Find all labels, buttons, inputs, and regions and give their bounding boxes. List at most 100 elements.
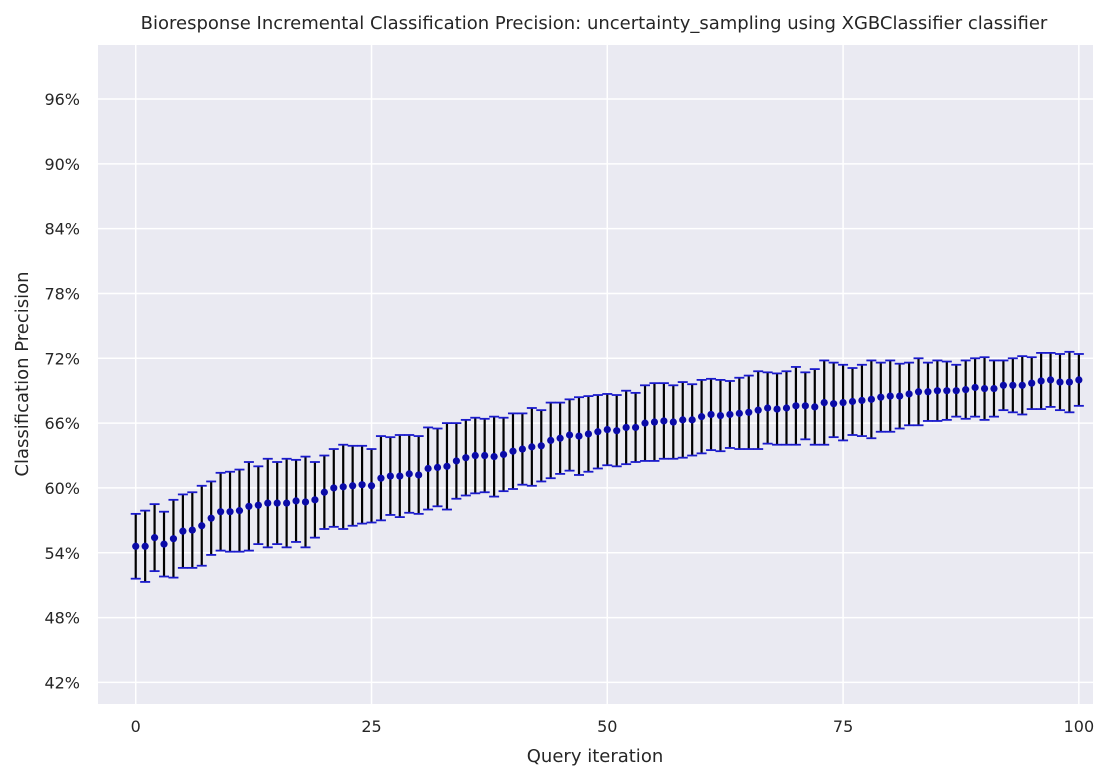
data-point bbox=[1075, 376, 1083, 384]
y-tick-label: 54% bbox=[44, 544, 80, 563]
data-point bbox=[679, 416, 687, 424]
data-point bbox=[707, 410, 715, 419]
data-point bbox=[811, 403, 819, 411]
data-point bbox=[735, 409, 743, 417]
data-point bbox=[848, 397, 857, 406]
y-tick-label: 90% bbox=[44, 155, 80, 174]
data-point bbox=[452, 457, 460, 465]
data-point bbox=[462, 454, 470, 462]
data-point bbox=[782, 404, 791, 412]
tick-labels: 0 25 50 75 100 42% 48% 54% 60% 66% 72% 78% 84% 90% 96% bbox=[44, 90, 1094, 736]
x-tick-label: 0 bbox=[131, 717, 141, 736]
data-point bbox=[349, 482, 357, 490]
data-point bbox=[575, 432, 583, 440]
data-point bbox=[773, 405, 781, 413]
y-tick-label: 72% bbox=[44, 349, 80, 368]
data-point bbox=[283, 499, 291, 507]
data-point bbox=[905, 390, 913, 398]
data-point bbox=[990, 384, 998, 393]
data-point bbox=[980, 384, 989, 393]
data-point bbox=[1009, 381, 1017, 389]
data-point bbox=[330, 484, 338, 492]
data-point bbox=[801, 402, 809, 410]
data-point bbox=[688, 416, 696, 424]
data-point bbox=[254, 501, 262, 509]
data-point bbox=[745, 408, 753, 416]
data-point bbox=[764, 404, 772, 412]
data-point bbox=[264, 499, 272, 507]
data-point bbox=[179, 527, 187, 535]
y-tick-label: 42% bbox=[44, 673, 80, 692]
data-point bbox=[1065, 378, 1074, 386]
data-point bbox=[339, 483, 347, 491]
data-point bbox=[415, 471, 423, 479]
y-axis-label: Classification Precision bbox=[12, 271, 33, 476]
data-point bbox=[1028, 379, 1036, 387]
data-point bbox=[367, 482, 376, 490]
data-point bbox=[490, 453, 498, 461]
data-point bbox=[830, 400, 838, 408]
data-point bbox=[556, 434, 564, 442]
x-tick-label: 100 bbox=[1064, 717, 1095, 736]
data-point bbox=[424, 464, 432, 473]
data-point bbox=[631, 423, 640, 432]
data-point bbox=[622, 423, 630, 432]
data-point bbox=[716, 411, 725, 420]
data-point bbox=[150, 534, 159, 542]
y-tick-label: 78% bbox=[44, 284, 80, 303]
data-point bbox=[943, 387, 951, 395]
data-point bbox=[669, 418, 677, 426]
data-point bbox=[924, 388, 932, 396]
plot-area bbox=[98, 45, 1093, 704]
data-point bbox=[971, 383, 979, 392]
data-point bbox=[141, 542, 149, 550]
data-point bbox=[839, 398, 847, 407]
data-point bbox=[217, 508, 225, 516]
data-point bbox=[301, 498, 310, 506]
data-point bbox=[650, 418, 659, 426]
y-tick-label: 96% bbox=[44, 90, 80, 109]
data-point bbox=[292, 497, 300, 505]
data-point bbox=[471, 451, 479, 460]
data-point bbox=[499, 450, 508, 459]
data-points bbox=[132, 376, 1083, 550]
data-point bbox=[547, 436, 555, 444]
data-point bbox=[1056, 378, 1064, 386]
data-point bbox=[565, 431, 574, 439]
data-point bbox=[726, 410, 734, 419]
data-point bbox=[886, 392, 894, 400]
chart-title: Bioresponse Incremental Classification P… bbox=[141, 13, 1048, 34]
data-point bbox=[235, 507, 244, 515]
data-point bbox=[933, 387, 941, 395]
y-tick-label: 84% bbox=[44, 220, 80, 239]
x-tick-label: 25 bbox=[361, 717, 381, 736]
x-tick-label: 50 bbox=[597, 717, 617, 736]
data-point bbox=[914, 388, 923, 396]
data-point bbox=[867, 395, 875, 403]
data-point bbox=[207, 514, 215, 522]
x-tick-label: 75 bbox=[833, 717, 853, 736]
data-point bbox=[160, 540, 168, 548]
y-tick-label: 48% bbox=[44, 609, 80, 628]
data-point bbox=[481, 451, 489, 460]
data-point bbox=[273, 499, 281, 507]
data-point bbox=[509, 447, 517, 455]
data-point bbox=[169, 535, 178, 543]
x-axis-label: Query iteration bbox=[527, 746, 663, 767]
data-point bbox=[603, 425, 611, 434]
data-point bbox=[858, 396, 866, 405]
y-tick-label: 60% bbox=[44, 479, 80, 498]
data-point bbox=[962, 386, 970, 394]
data-point bbox=[132, 542, 140, 550]
data-point bbox=[311, 496, 319, 504]
data-point bbox=[198, 522, 206, 530]
data-point bbox=[641, 419, 649, 427]
data-point bbox=[1018, 381, 1026, 389]
data-point bbox=[396, 472, 404, 480]
data-point bbox=[245, 502, 253, 510]
data-point bbox=[386, 472, 394, 480]
data-point bbox=[358, 481, 366, 489]
data-point bbox=[584, 430, 593, 438]
data-point bbox=[528, 443, 536, 451]
